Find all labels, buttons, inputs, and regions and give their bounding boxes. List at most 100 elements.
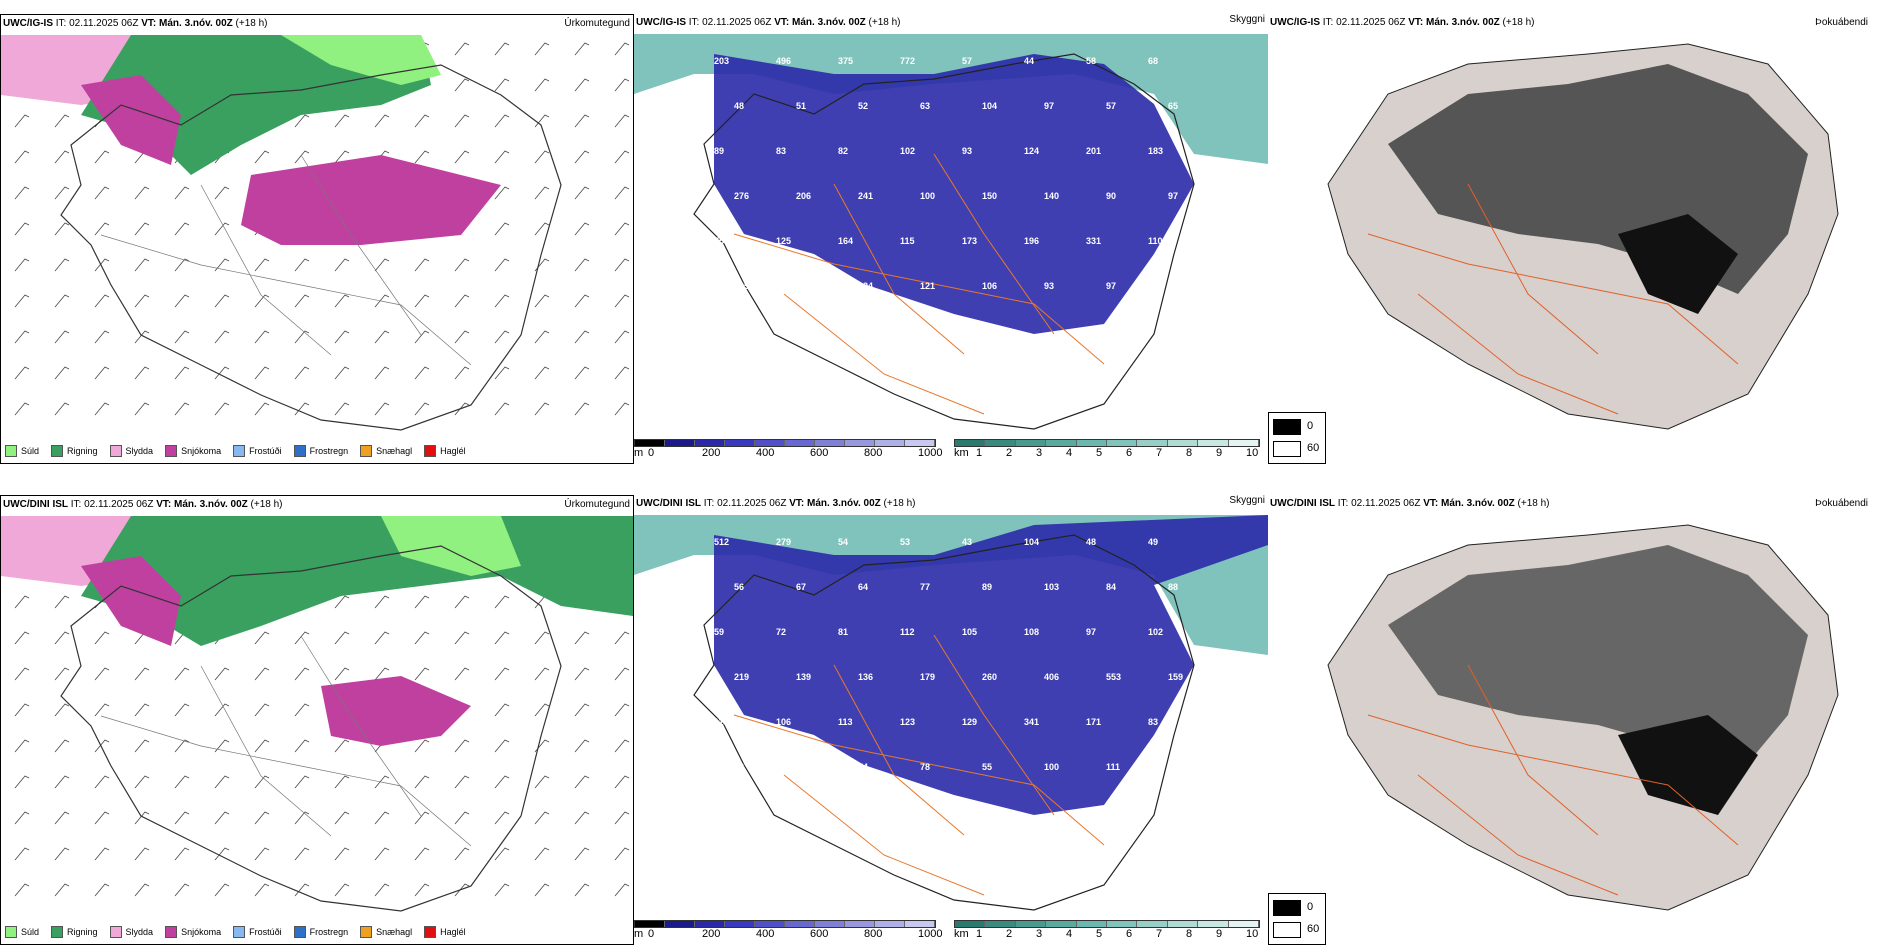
ceiling-value-label: 125 bbox=[776, 236, 791, 246]
legend-item: Snjókoma bbox=[165, 926, 221, 938]
colorbar-tick-label: 1000 bbox=[918, 928, 943, 940]
ceiling-value-label: 67 bbox=[796, 582, 806, 592]
panel-title: UWC/IG-IS IT: 02.11.2025 06Z VT: Mán. 3.… bbox=[636, 17, 901, 28]
legend-swatch bbox=[293, 926, 306, 938]
colorbar-bin bbox=[845, 921, 875, 927]
ceiling-value-label: 106 bbox=[982, 281, 997, 291]
wind-barb bbox=[534, 883, 550, 897]
wind-barb bbox=[414, 775, 430, 789]
wind-barb bbox=[174, 186, 190, 200]
ceiling-value-label: 49 bbox=[1148, 537, 1158, 547]
wind-barb bbox=[574, 366, 590, 380]
ceiling-value-label: 63 bbox=[920, 101, 930, 111]
ceiling-value-label: 102 bbox=[1148, 627, 1163, 637]
ceiling-value-label: 58 bbox=[1086, 56, 1096, 66]
it-label: IT: bbox=[1322, 17, 1334, 28]
wind-barb bbox=[454, 631, 470, 645]
wind-barb bbox=[14, 595, 30, 609]
wind-barb bbox=[54, 739, 70, 753]
ceiling-visibility-map: 512 279 54 53 43 104 48 49 56 67 64 77 89 103 84 88 59 72… bbox=[634, 515, 1268, 911]
colorbar-bin bbox=[695, 921, 725, 927]
lead-time: (+18 h) bbox=[883, 498, 916, 509]
colorbar-tick-label: 1000 bbox=[918, 447, 943, 459]
wind-barb bbox=[254, 366, 270, 380]
colorbar-tick-label: 5 bbox=[1096, 928, 1103, 940]
panel-type-label: Þokuábendi bbox=[1815, 17, 1868, 28]
it-label: IT: bbox=[703, 498, 715, 509]
ceiling-value-label: 150 bbox=[982, 191, 997, 201]
wind-barb bbox=[374, 631, 390, 645]
legend-label: Rigning bbox=[67, 927, 98, 937]
wind-barb bbox=[614, 222, 630, 236]
wind-barb bbox=[174, 366, 190, 380]
wind-barb bbox=[14, 811, 30, 825]
wind-barb bbox=[454, 595, 470, 609]
wind-barb bbox=[134, 775, 150, 789]
ceiling-value-label: 51 bbox=[796, 101, 806, 111]
ceiling-value-label: 112 bbox=[900, 627, 915, 637]
ceiling-value-label: 44 bbox=[1024, 56, 1034, 66]
colorbar-bin bbox=[815, 440, 845, 446]
wind-barb bbox=[294, 402, 310, 416]
precip-panel-row1: UWC/IG-IS IT: 02.11.2025 06Z VT: Mán. 3.… bbox=[0, 14, 634, 464]
wind-barb bbox=[374, 330, 390, 344]
wind-barb bbox=[294, 258, 310, 272]
ceiling-value-label: 203 bbox=[714, 56, 729, 66]
wind-barb bbox=[54, 847, 70, 861]
wind-barb bbox=[534, 294, 550, 308]
legend-swatch bbox=[424, 445, 437, 457]
wind-barb bbox=[134, 186, 150, 200]
wind-barb bbox=[574, 258, 590, 272]
panel-title: UWC/DINI ISL IT: 02.11.2025 06Z VT: Mán.… bbox=[636, 498, 916, 509]
legend-label: Frostregn bbox=[309, 446, 349, 456]
wind-barb bbox=[54, 258, 70, 272]
wind-barb bbox=[334, 150, 350, 164]
panel-type-label: Skyggni bbox=[1229, 495, 1265, 506]
wind-barb bbox=[574, 703, 590, 717]
legend-label: Súld bbox=[21, 927, 40, 937]
wind-barb bbox=[614, 883, 630, 897]
fog-legend-label-0: 0 bbox=[1307, 420, 1314, 432]
wind-barb bbox=[614, 186, 630, 200]
wind-barb bbox=[54, 883, 70, 897]
wind-barb bbox=[414, 667, 430, 681]
ceiling-value-label: 341 bbox=[1024, 717, 1039, 727]
road-network bbox=[1367, 183, 1739, 415]
wind-barb bbox=[414, 114, 430, 128]
ceiling-value-label: 100 bbox=[1044, 762, 1059, 772]
colorbar-bin bbox=[755, 921, 785, 927]
legend-swatch bbox=[360, 926, 373, 938]
wind-barb bbox=[94, 667, 110, 681]
it-value: 02.11.2025 06Z bbox=[84, 499, 154, 510]
wind-barb bbox=[174, 847, 190, 861]
wind-barb bbox=[214, 667, 230, 681]
wind-barb bbox=[174, 811, 190, 825]
wind-barb bbox=[614, 42, 630, 56]
wind-barb bbox=[174, 667, 190, 681]
wind-barb bbox=[54, 595, 70, 609]
wind-barb bbox=[494, 78, 510, 92]
legend-swatch bbox=[5, 926, 17, 938]
ceiling-value-label: 84 bbox=[1106, 582, 1116, 592]
wind-barb bbox=[214, 186, 230, 200]
ceiling-value-label: 90 bbox=[1106, 191, 1116, 201]
wind-barb bbox=[494, 294, 510, 308]
lead-time: (+18 h) bbox=[868, 17, 901, 28]
wind-barb bbox=[454, 402, 470, 416]
wind-barb bbox=[614, 294, 630, 308]
ceiling-value-label: 772 bbox=[900, 56, 915, 66]
lead-time: (+18 h) bbox=[1502, 17, 1535, 28]
wind-barb bbox=[94, 366, 110, 380]
ceiling-value-label: 196 bbox=[1024, 236, 1039, 246]
colorbar-bin bbox=[815, 921, 845, 927]
ceiling-value-label: 97 bbox=[1044, 101, 1054, 111]
fog-legend-row2: 0 60 bbox=[1268, 893, 1326, 945]
road-network bbox=[733, 153, 1105, 415]
ceiling-value-label: 136 bbox=[858, 672, 873, 682]
ceiling-unit: m bbox=[634, 447, 644, 459]
ceiling-value-label: 159 bbox=[1168, 672, 1183, 682]
wind-barb bbox=[54, 186, 70, 200]
ceiling-value-label: 129 bbox=[962, 717, 977, 727]
ceiling-value-label: 82 bbox=[838, 146, 848, 156]
wind-barb bbox=[374, 114, 390, 128]
